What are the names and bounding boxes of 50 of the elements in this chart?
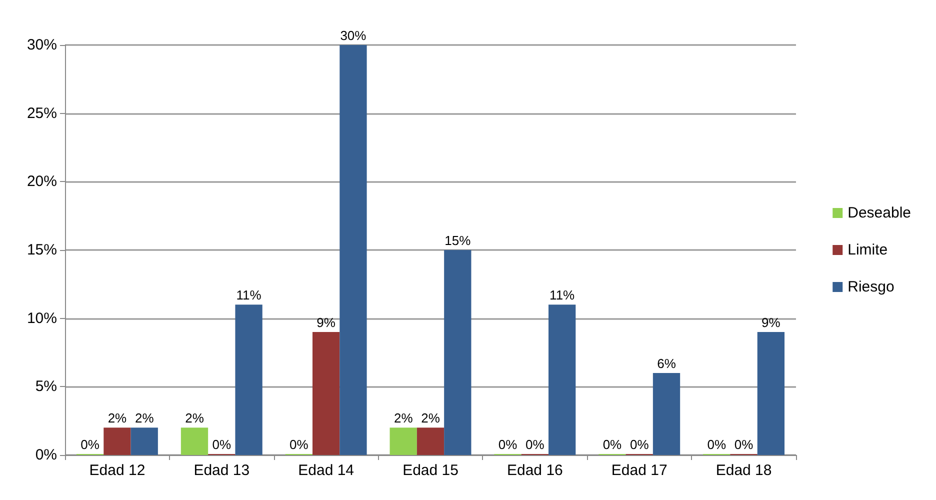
data-label: 0% xyxy=(602,437,622,452)
x-tick-label: Edad 12 xyxy=(89,462,146,479)
y-tick-label: 20% xyxy=(26,173,57,190)
data-label: 2% xyxy=(394,410,414,426)
bar xyxy=(416,428,444,455)
data-label: 0% xyxy=(734,437,754,452)
x-tick-label: Edad 14 xyxy=(298,462,354,479)
data-label: 9% xyxy=(316,315,336,330)
bar xyxy=(444,250,472,455)
x-tick-label: Edad 16 xyxy=(506,462,563,479)
data-label: 15% xyxy=(444,233,472,248)
y-tick-label: 25% xyxy=(26,104,57,122)
y-tick-label: 15% xyxy=(26,242,57,258)
y-tick-label: 5% xyxy=(35,378,57,396)
data-label: 0% xyxy=(630,437,650,452)
data-label: 0% xyxy=(80,437,100,452)
bar xyxy=(312,332,340,455)
data-label: 0% xyxy=(707,437,726,452)
bar xyxy=(390,428,417,455)
x-tick-label: Edad 17 xyxy=(611,462,668,479)
legend-label: Deseable xyxy=(848,204,912,222)
bar xyxy=(652,373,680,455)
data-label: 11% xyxy=(550,288,576,303)
data-label: 6% xyxy=(657,356,676,371)
x-tick-label: Edad 15 xyxy=(402,462,458,479)
data-label: 2% xyxy=(108,410,128,426)
data-label: 0% xyxy=(498,437,518,452)
data-label: 11% xyxy=(236,288,262,303)
x-tick-label: Edad 18 xyxy=(716,462,772,479)
bar xyxy=(180,428,208,455)
bar xyxy=(340,45,367,455)
data-label: 0% xyxy=(290,437,309,452)
data-label: 30% xyxy=(340,28,367,43)
bar xyxy=(130,428,158,455)
bar xyxy=(757,332,785,455)
y-tick-label: 30% xyxy=(26,36,57,54)
y-tick-label: 0% xyxy=(35,446,57,464)
bar xyxy=(104,428,131,455)
legend-label: Limite xyxy=(848,242,888,258)
y-tick-label: 10% xyxy=(26,310,57,327)
data-label: 2% xyxy=(421,410,440,426)
data-label: 9% xyxy=(762,315,781,330)
legend-label: Riesgo xyxy=(848,278,894,296)
data-label: 0% xyxy=(526,437,545,452)
bar xyxy=(548,304,576,455)
data-label: 2% xyxy=(134,410,154,426)
bar xyxy=(235,304,262,455)
data-label: 2% xyxy=(185,410,204,426)
x-tick-label: Edad 13 xyxy=(194,462,250,479)
data-label: 0% xyxy=(212,437,232,452)
